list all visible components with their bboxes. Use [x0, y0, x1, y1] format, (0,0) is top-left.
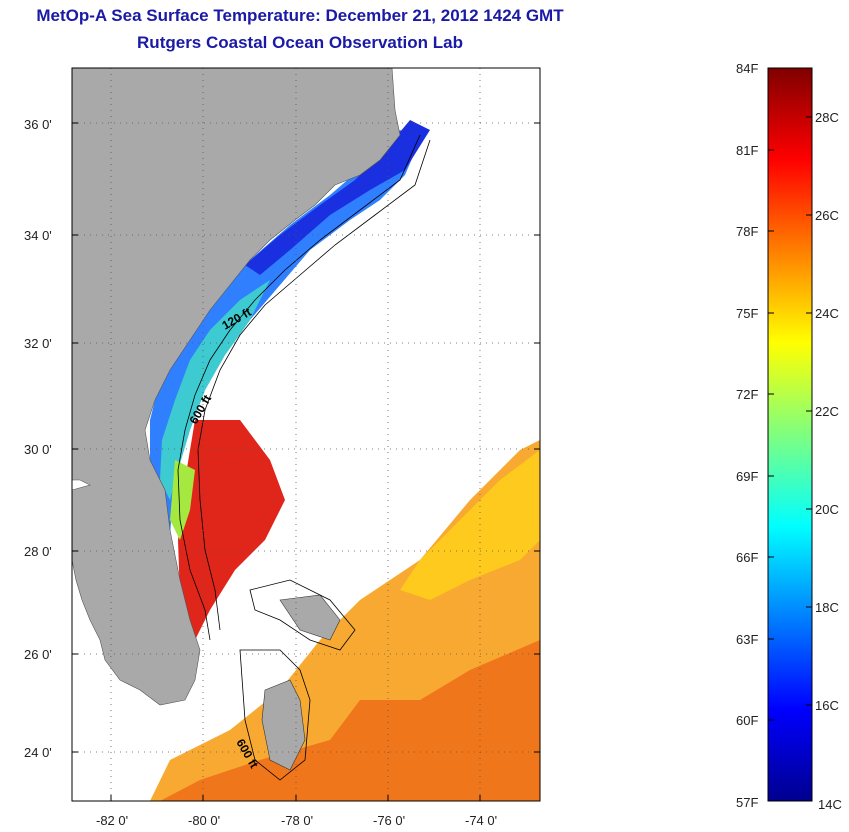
lat-label-24: 24 0' — [24, 745, 52, 760]
map-frame — [71, 67, 541, 802]
isobath-120ft — [177, 134, 421, 641]
lat-label-26: 26 0' — [24, 647, 52, 662]
colorbar-c-label: 28C — [815, 110, 839, 125]
colorbar-f-label: 78F — [736, 224, 759, 239]
colorbar-c-label: 16C — [815, 698, 839, 713]
sst-gulf-stream-red — [178, 420, 285, 640]
map-ticks — [72, 122, 540, 801]
bahamas-bank-contour — [239, 579, 356, 781]
sst-warm-core — [160, 640, 540, 801]
land-mass — [72, 68, 401, 706]
colorbar-f-label: 75F — [736, 306, 759, 321]
bahamas-andros — [261, 679, 306, 771]
isobath-600ft — [197, 139, 431, 631]
lat-label-28: 28 0' — [24, 544, 52, 559]
map-title: MetOp-A Sea Surface Temperature: Decembe… — [36, 6, 564, 25]
lon-label-82: -82 0' — [96, 813, 129, 828]
colorbar — [767, 67, 813, 802]
sst-coastal-darkblue — [245, 120, 430, 275]
graticule — [72, 68, 540, 801]
colorbar-c-label: 14C — [818, 797, 842, 812]
colorbar-f-label: 63F — [736, 632, 759, 647]
colorbar-f-label: 60F — [736, 713, 759, 728]
colorbar-f-label: 69F — [736, 469, 759, 484]
lon-label-78: -78 0' — [281, 813, 314, 828]
lon-label-74: -74 0' — [465, 813, 498, 828]
colorbar-c-label: 26C — [815, 208, 839, 223]
colorbar-c-label: 24C — [815, 306, 839, 321]
sst-inshore-green — [170, 460, 195, 540]
lat-label-34: 34 0' — [24, 228, 52, 243]
sst-coastal-cyan — [160, 280, 270, 500]
lat-label-30: 30 0' — [24, 442, 52, 457]
lon-label-80: -80 0' — [188, 813, 221, 828]
map-panel — [72, 68, 540, 801]
colorbar-f-label: 81F — [736, 143, 759, 158]
colorbar-f-label: 66F — [736, 550, 759, 565]
bahamas-abaco — [279, 594, 341, 641]
map-subtitle: Rutgers Coastal Ocean Observation Lab — [137, 33, 463, 52]
colorbar-f-label: 57F — [736, 795, 759, 810]
colorbar-ticks — [768, 67, 812, 721]
lat-label-36: 36 0' — [24, 117, 52, 132]
lat-label-32: 32 0' — [24, 336, 52, 351]
colorbar-c-label: 22C — [815, 404, 839, 419]
colorbar-c-label: 18C — [815, 600, 839, 615]
sst-yellow-band — [400, 450, 540, 600]
colorbar-f-label: 84F — [736, 61, 759, 76]
colorbar-f-label: 72F — [736, 387, 759, 402]
lon-label-76: -76 0' — [373, 813, 406, 828]
colorbar-c-label: 20C — [815, 502, 839, 517]
